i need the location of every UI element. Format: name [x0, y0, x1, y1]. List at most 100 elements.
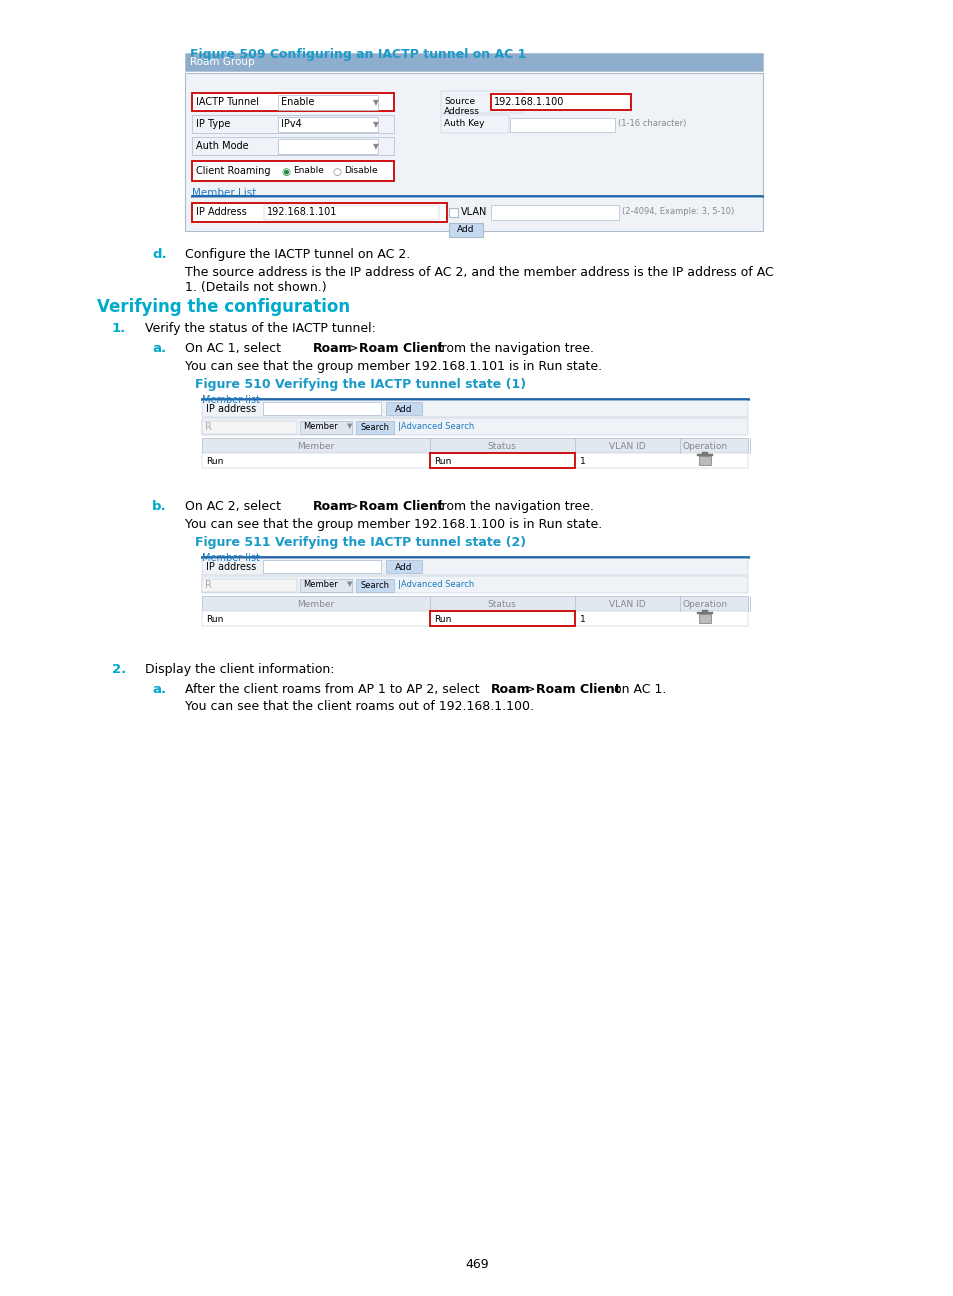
Bar	[355, 579, 394, 592]
Text: Member: Member	[297, 442, 335, 451]
Bar	[355, 421, 394, 434]
Text: 1: 1	[579, 616, 585, 623]
Text: Member list: Member list	[202, 553, 259, 562]
Bar	[202, 559, 747, 575]
Text: Add: Add	[395, 562, 413, 572]
Bar	[440, 91, 522, 113]
Bar	[264, 205, 438, 220]
Text: ▼: ▼	[373, 143, 378, 152]
Bar	[202, 419, 747, 435]
Text: Member: Member	[297, 600, 335, 609]
Text: Status: Status	[487, 600, 516, 609]
Text: Verify the status of the IACTP tunnel:: Verify the status of the IACTP tunnel:	[145, 321, 375, 334]
Bar	[699, 456, 710, 465]
Text: 1. (Details not shown.): 1. (Details not shown.)	[185, 281, 326, 294]
Bar	[430, 454, 575, 468]
Text: Figure 509 Configuring an IACTP tunnel on AC 1: Figure 509 Configuring an IACTP tunnel o…	[190, 48, 526, 61]
Text: b.: b.	[152, 500, 167, 513]
Text: Verifying the configuration: Verifying the configuration	[97, 298, 350, 316]
Text: Display the client information:: Display the client information:	[145, 664, 335, 677]
Text: Roam: Roam	[491, 683, 530, 696]
Text: On AC 2, select: On AC 2, select	[185, 500, 285, 513]
Text: Roam: Roam	[313, 342, 353, 355]
Text: After the client roams from AP 1 to AP 2, select: After the client roams from AP 1 to AP 2…	[185, 683, 483, 696]
Text: Member: Member	[303, 581, 337, 588]
Text: Search: Search	[360, 422, 389, 432]
Bar	[697, 454, 712, 456]
Bar	[192, 115, 394, 133]
Bar	[491, 95, 630, 110]
Text: d.: d.	[152, 248, 167, 260]
Text: ▼: ▼	[347, 422, 352, 429]
Text: Run: Run	[206, 457, 223, 467]
Text: Figure 511 Verifying the IACTP tunnel state (2): Figure 511 Verifying the IACTP tunnel st…	[194, 537, 525, 550]
Bar	[263, 402, 380, 415]
Text: VLAN ID: VLAN ID	[608, 442, 644, 451]
Bar	[202, 610, 747, 626]
Text: Auth Mode: Auth Mode	[195, 141, 249, 152]
Bar	[202, 575, 747, 594]
Bar	[202, 438, 747, 454]
Text: >: >	[344, 500, 362, 513]
Text: IPv4: IPv4	[281, 119, 301, 130]
Text: Search: Search	[360, 581, 389, 590]
Text: a.: a.	[152, 342, 166, 355]
Text: Auth Key: Auth Key	[443, 119, 484, 128]
Text: ◉: ◉	[281, 167, 290, 178]
Text: |Advanced Search: |Advanced Search	[397, 422, 474, 432]
Bar	[277, 95, 377, 110]
Text: 192.168.1.100: 192.168.1.100	[494, 97, 564, 108]
Text: (2-4094, Example: 3, 5-10): (2-4094, Example: 3, 5-10)	[621, 207, 734, 216]
Bar	[701, 452, 707, 454]
Text: Client Roaming: Client Roaming	[195, 166, 271, 176]
Text: 1: 1	[579, 457, 585, 467]
Bar	[202, 579, 296, 592]
Text: Member: Member	[303, 422, 337, 432]
Bar	[277, 139, 377, 154]
Bar	[202, 454, 747, 468]
Bar	[192, 137, 394, 156]
Text: The source address is the IP address of AC 2, and the member address is the IP a: The source address is the IP address of …	[185, 266, 773, 279]
Text: (1-16 character): (1-16 character)	[618, 119, 685, 128]
Bar	[697, 612, 712, 614]
Bar	[386, 402, 421, 415]
Text: IACTP Tunnel: IACTP Tunnel	[195, 97, 258, 108]
Text: VLAN ID: VLAN ID	[608, 600, 644, 609]
Text: IP Type: IP Type	[195, 119, 230, 130]
Text: IP address: IP address	[206, 404, 256, 413]
Text: >: >	[520, 683, 539, 696]
Text: ▼: ▼	[373, 121, 378, 130]
Text: |Advanced Search: |Advanced Search	[397, 581, 474, 588]
Text: Source: Source	[443, 97, 475, 106]
Text: You can see that the group member 192.168.1.101 is in Run state.: You can see that the group member 192.16…	[185, 360, 601, 373]
Text: VLAN: VLAN	[460, 207, 487, 216]
Bar	[449, 207, 457, 216]
Text: Configure the IACTP tunnel on AC 2.: Configure the IACTP tunnel on AC 2.	[185, 248, 410, 260]
Text: from the navigation tree.: from the navigation tree.	[433, 342, 594, 355]
Bar	[277, 117, 377, 132]
Bar	[440, 115, 509, 133]
Text: Add: Add	[395, 404, 413, 413]
Text: Roam Client: Roam Client	[536, 683, 620, 696]
Text: Roam Client: Roam Client	[358, 342, 443, 355]
Bar	[202, 400, 747, 417]
Bar	[510, 118, 615, 132]
Bar	[202, 421, 296, 434]
Bar	[192, 93, 394, 111]
Text: Enable: Enable	[293, 166, 323, 175]
Text: You can see that the client roams out of 192.168.1.100.: You can see that the client roams out of…	[185, 700, 534, 713]
Text: You can see that the group member 192.168.1.100 is in Run state.: You can see that the group member 192.16…	[185, 518, 601, 531]
Text: Disable: Disable	[344, 166, 377, 175]
Text: Roam: Roam	[313, 500, 353, 513]
Text: IP address: IP address	[206, 562, 256, 572]
Bar	[185, 73, 762, 231]
Text: a.: a.	[152, 683, 166, 696]
Text: 192.168.1.101: 192.168.1.101	[267, 207, 337, 216]
Bar	[701, 610, 707, 612]
Bar	[430, 610, 575, 626]
Text: Address: Address	[443, 108, 479, 117]
Text: Roam Group: Roam Group	[190, 57, 254, 67]
Bar	[192, 161, 394, 181]
Text: Operation: Operation	[681, 442, 727, 451]
Bar	[491, 205, 618, 220]
